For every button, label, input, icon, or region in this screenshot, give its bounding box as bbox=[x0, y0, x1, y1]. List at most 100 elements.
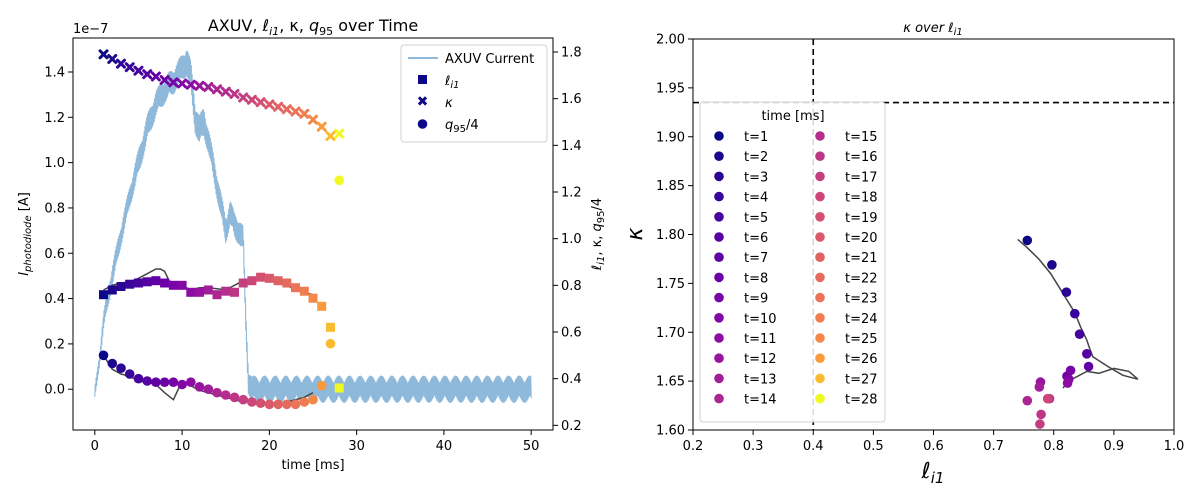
kappa-marker bbox=[238, 92, 249, 103]
kappa-li1-point bbox=[1022, 235, 1033, 246]
left-y2-tick-label: 1.4 bbox=[561, 139, 582, 154]
right-y-tick-label: 2.00 bbox=[656, 33, 685, 48]
kappa-marker bbox=[246, 94, 257, 105]
left-x-tick-label: 40 bbox=[436, 439, 453, 454]
kappa-marker bbox=[142, 69, 153, 80]
legend-time-swatch bbox=[714, 272, 724, 283]
li1-marker bbox=[230, 287, 239, 297]
right-chart: κ over ℓi1 0.2 0.3 0.4 0.5 0.6 0.7 0.8 0.9 1.0 1.… bbox=[623, 21, 1184, 487]
kappa-li1-point bbox=[1082, 349, 1092, 359]
kappa-li1-point bbox=[1035, 419, 1045, 429]
kappa-marker bbox=[116, 58, 126, 69]
left-y-tick-label: 0.6 bbox=[44, 247, 65, 262]
kappa-li1-point bbox=[1034, 382, 1045, 392]
legend-time-swatch bbox=[714, 393, 724, 404]
legend-time-entry: t=12 bbox=[744, 352, 777, 367]
q95-marker bbox=[151, 377, 161, 388]
legend-time-swatch bbox=[815, 151, 825, 161]
left-y2-tick-label: 1.8 bbox=[561, 46, 582, 61]
legend-time-swatch bbox=[714, 171, 724, 182]
q95-marker bbox=[247, 397, 257, 407]
left-x-tick-label: 10 bbox=[174, 439, 191, 454]
q95-marker bbox=[290, 399, 301, 410]
right-y-axis-label: κ bbox=[623, 227, 648, 240]
legend-time-entry: t=23 bbox=[845, 292, 878, 307]
legend-time-entry: t=27 bbox=[845, 372, 878, 387]
kappa-marker bbox=[308, 114, 318, 125]
legend-time-swatch bbox=[815, 373, 825, 384]
q95-marker bbox=[203, 384, 214, 395]
left-x-tick-label: 20 bbox=[261, 439, 278, 454]
left-y2-tick-label: 0.8 bbox=[561, 279, 582, 294]
kappa-li1-point bbox=[1042, 393, 1053, 404]
right-x-axis-label: ℓi1 bbox=[921, 459, 945, 487]
legend-time-entry: t=18 bbox=[845, 191, 878, 206]
kappa-marker bbox=[290, 106, 301, 117]
legend-time-swatch bbox=[714, 353, 724, 364]
q95-marker bbox=[168, 377, 179, 388]
li1-marker bbox=[99, 290, 108, 300]
legend-time-swatch bbox=[714, 232, 724, 242]
left-y2-tick-label: 0.2 bbox=[561, 419, 582, 434]
legend-entry-q95: q95/4 bbox=[445, 118, 479, 135]
q95-marker bbox=[220, 390, 231, 400]
right-x-tick-label: 0.5 bbox=[863, 439, 884, 454]
right-legend-frame bbox=[699, 101, 886, 423]
left-y2-tick-label: 0.6 bbox=[561, 326, 582, 341]
kappa-li1-point bbox=[1036, 409, 1046, 420]
legend-time-entry: t=2 bbox=[744, 150, 768, 165]
left-legend-frame bbox=[400, 44, 548, 143]
li1-marker bbox=[308, 293, 318, 303]
q95-marker bbox=[308, 394, 318, 405]
q95-marker bbox=[98, 350, 109, 361]
left-y2-tick-label: 0.4 bbox=[561, 372, 582, 387]
kappa-li1-point bbox=[1047, 260, 1057, 270]
legend-cross-swatch: ✖ bbox=[417, 94, 429, 110]
li1-marker bbox=[326, 322, 335, 332]
q95-marker bbox=[255, 398, 266, 409]
q95-marker bbox=[282, 399, 292, 410]
kappa-marker bbox=[124, 62, 135, 73]
legend-time-entry: t=16 bbox=[845, 150, 878, 165]
kappa-marker bbox=[325, 131, 336, 141]
left-y-tick-label: 0.4 bbox=[44, 292, 65, 307]
right-x-tick-label: 1.0 bbox=[1164, 439, 1185, 454]
legend-time-entry: t=21 bbox=[845, 251, 878, 266]
right-x-tick-label: 0.3 bbox=[743, 439, 764, 454]
legend-time-swatch bbox=[714, 151, 724, 161]
legend-time-entry: t=20 bbox=[845, 231, 878, 246]
q95-marker bbox=[124, 369, 135, 379]
kappa-marker bbox=[133, 65, 144, 76]
q95-marker bbox=[299, 397, 310, 407]
li1-marker bbox=[168, 280, 178, 290]
li1-marker bbox=[212, 290, 222, 300]
legend-time-swatch bbox=[714, 131, 724, 141]
left-y-tick-label: 0.0 bbox=[44, 383, 65, 398]
left-y-tick-label: 1.4 bbox=[44, 65, 65, 80]
right-x-tick-label: 0.4 bbox=[803, 439, 824, 454]
kappa-li1-point bbox=[1022, 395, 1033, 406]
q95-marker bbox=[325, 338, 336, 349]
q95-marker bbox=[107, 358, 118, 369]
legend-entry-li1: ℓi1 bbox=[444, 74, 460, 91]
li1-marker bbox=[160, 278, 170, 288]
legend-time-entry: t=19 bbox=[845, 211, 878, 226]
legend-time-swatch bbox=[815, 232, 825, 242]
right-y-tick-label: 1.80 bbox=[656, 228, 685, 243]
legend-time-entry: t=9 bbox=[744, 292, 768, 307]
legend-time-swatch bbox=[815, 292, 825, 303]
kappa-marker bbox=[281, 104, 292, 115]
kappa-marker bbox=[220, 86, 231, 97]
li1-marker bbox=[273, 276, 283, 286]
li1-marker bbox=[134, 278, 143, 288]
kappa-marker bbox=[212, 84, 222, 95]
legend-entry-kappa: κ bbox=[445, 96, 453, 111]
kappa-marker bbox=[194, 80, 205, 91]
kappa-li1-point bbox=[1083, 361, 1094, 372]
left-legend: AXUV Current ℓi1 ✖ κ q95/4 bbox=[400, 44, 548, 143]
kappa-li1-point bbox=[1070, 308, 1080, 319]
left-x-tick-label: 50 bbox=[523, 439, 540, 454]
right-y-tick-label: 1.75 bbox=[656, 277, 685, 292]
legend-time-swatch bbox=[714, 191, 724, 202]
left-series-group bbox=[94, 49, 532, 410]
